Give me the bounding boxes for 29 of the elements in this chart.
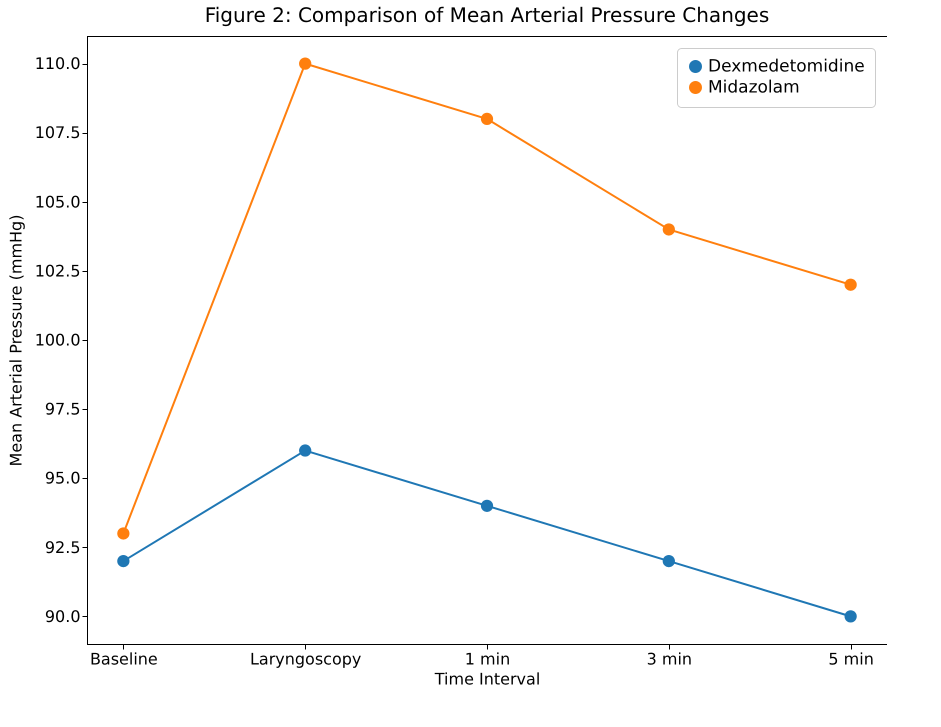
point [117, 554, 130, 568]
y-tick-label: 102.5 [34, 261, 80, 280]
chart-title: Figure 2: Comparison of Mean Arterial Pressure Changes [204, 3, 770, 27]
point [480, 500, 494, 512]
y-tick-label: 107.5 [34, 123, 80, 142]
point [299, 444, 312, 457]
point [662, 223, 675, 236]
x-tick-label: Laryngoscopy [250, 650, 362, 668]
y-tick-label: 97.5 [44, 400, 80, 419]
x-axis-title: Time Interval [434, 670, 540, 688]
y-tick-label: 95.0 [44, 468, 80, 488]
point [662, 554, 675, 568]
y-tick-label: 105.0 [34, 192, 80, 212]
y-tick-label: 110.0 [34, 54, 80, 74]
x-tick-label: 3 min [646, 650, 692, 668]
point [844, 278, 857, 291]
x-tick-label: 5 min [828, 650, 874, 668]
point [844, 610, 857, 622]
y-tick-label: 92.5 [44, 538, 80, 557]
x-tick-label: 1 min [464, 650, 510, 668]
point [480, 112, 494, 126]
legend-label: Dexmedetomidine [708, 56, 865, 76]
y-axis-title: Mean Arterial Pressure (mmHg) [6, 214, 26, 466]
x-tick-label: Baseline [90, 650, 158, 668]
y-tick-label: 100.0 [34, 330, 80, 350]
point [299, 58, 312, 70]
point [117, 527, 130, 540]
y-tick-label: 90.0 [44, 606, 80, 626]
legend-label: Midazolam [708, 78, 800, 98]
